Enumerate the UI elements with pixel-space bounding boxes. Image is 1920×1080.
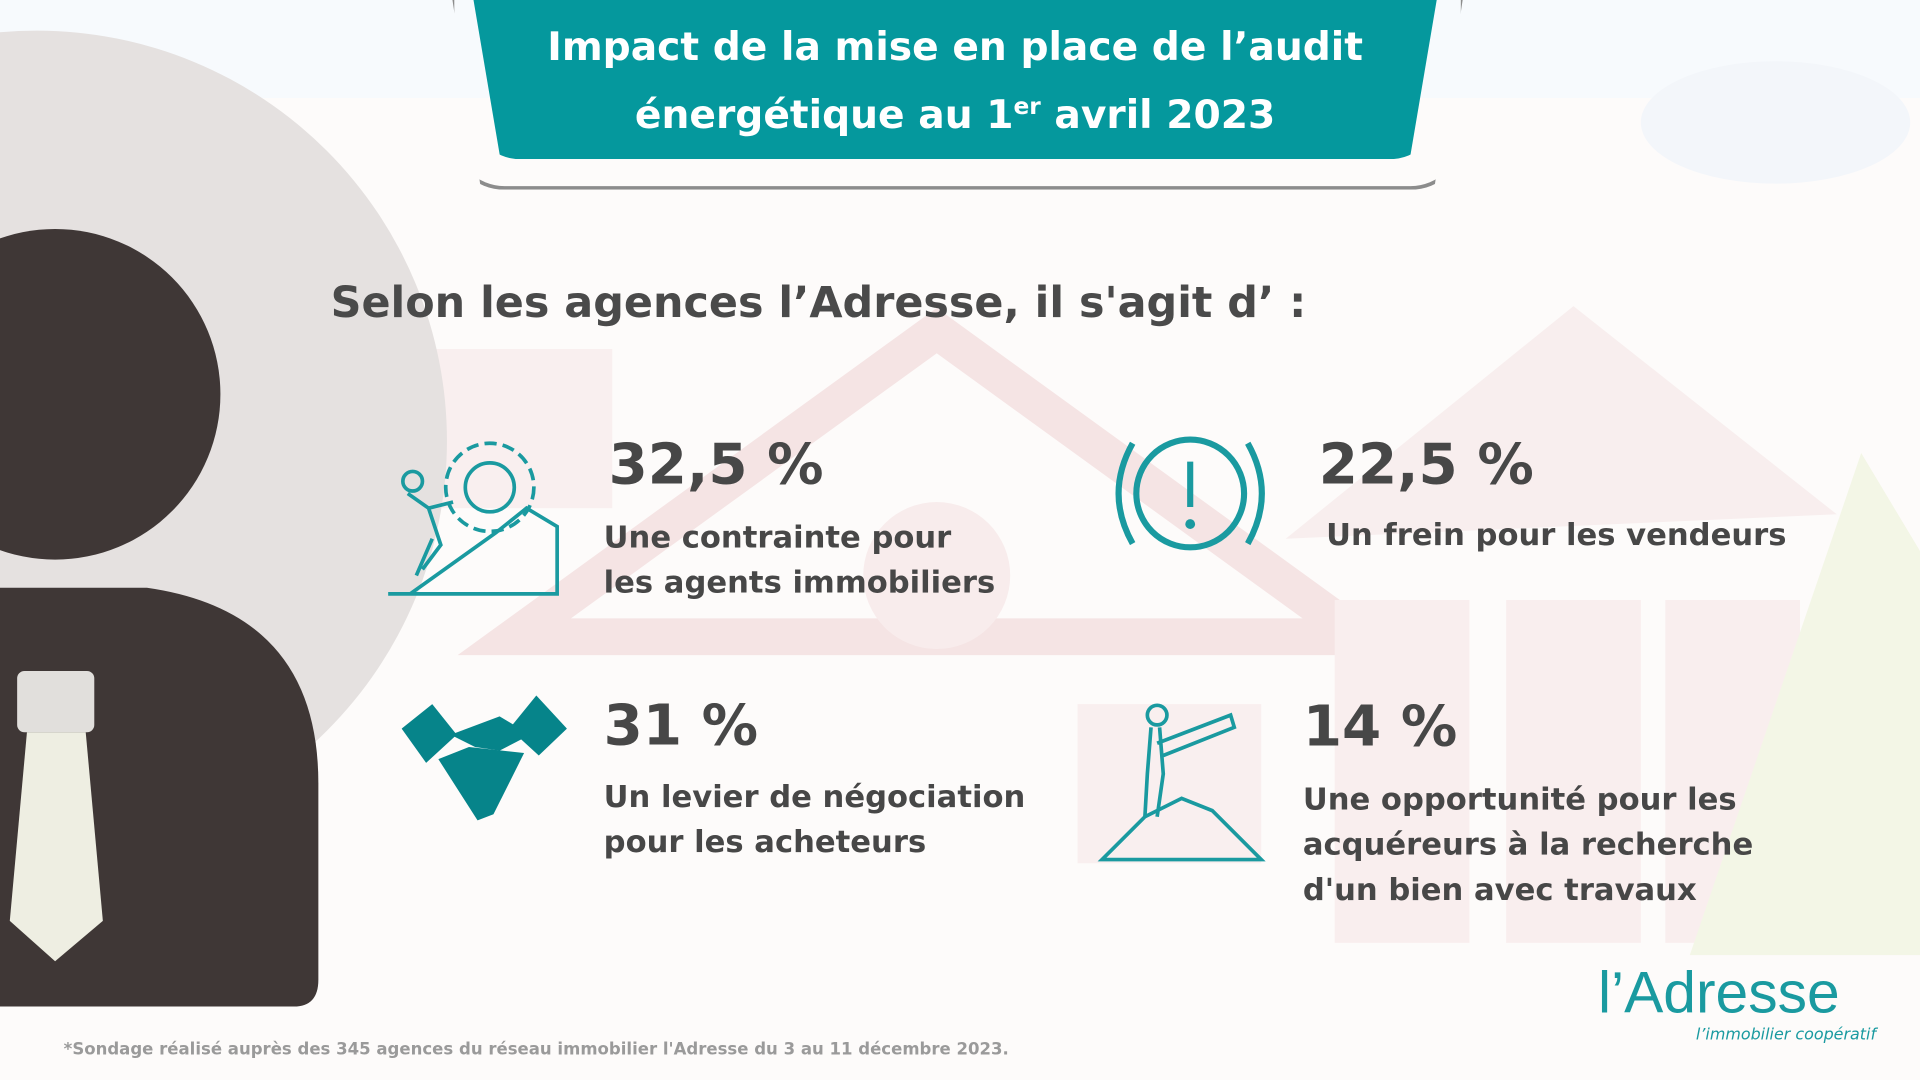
stat-line: pour les acheteurs xyxy=(603,824,927,860)
stat-percent: 32,5 % xyxy=(608,431,824,498)
stat-line: Une opportunité pour les xyxy=(1302,781,1737,817)
title-text: avril 2023 xyxy=(1040,91,1276,138)
logo-tagline: l’immobilier coopératif xyxy=(1695,1026,1877,1045)
stat-description: Un levier de négociation pour les acheteu… xyxy=(604,774,1026,865)
stat-percent: 22,5 % xyxy=(1318,431,1534,498)
stat-line: acquéreurs à la recherche xyxy=(1302,826,1754,863)
stat-description: Un frein pour les vendeurs xyxy=(1326,512,1786,557)
subtitle: Selon les agences l’Adresse, il s'agit d… xyxy=(330,279,1307,329)
stat-description: Une contrainte pour les agents immobilier… xyxy=(604,514,996,605)
stat-line: Un frein pour les vendeurs xyxy=(1326,516,1787,553)
warning-icon xyxy=(1115,436,1265,551)
title-banner xyxy=(471,0,1439,160)
climbing-gear-icon xyxy=(388,441,559,596)
person-silhouette xyxy=(0,30,447,1007)
page-title: Impact de la mise en place de l’audit én… xyxy=(490,17,1421,145)
stat-line: d'un bien avec travaux xyxy=(1302,871,1697,908)
footnote: *Sondage réalisé auprès des 345 agences … xyxy=(63,1039,1009,1060)
title-line-2: énergétique au 1er avril 2023 xyxy=(490,77,1421,145)
stat-percent: 14 % xyxy=(1302,693,1458,760)
title-text: énergétique au 1 xyxy=(634,91,1014,138)
stat-percent: 31 % xyxy=(603,691,759,758)
telescope-icon xyxy=(1097,703,1266,862)
handshake-icon xyxy=(401,695,567,821)
stat-description: Une opportunité pour les acquéreurs à la … xyxy=(1303,776,1753,912)
stat-line: les agents immobiliers xyxy=(603,564,996,601)
title-line-1: Impact de la mise en place de l’audit xyxy=(547,23,1363,70)
stat-line: Une contrainte pour xyxy=(603,519,952,555)
logo: l’Adresse xyxy=(1597,961,1840,1027)
title-superscript: er xyxy=(1013,93,1041,121)
stat-line: Un levier de négociation xyxy=(603,778,1026,815)
